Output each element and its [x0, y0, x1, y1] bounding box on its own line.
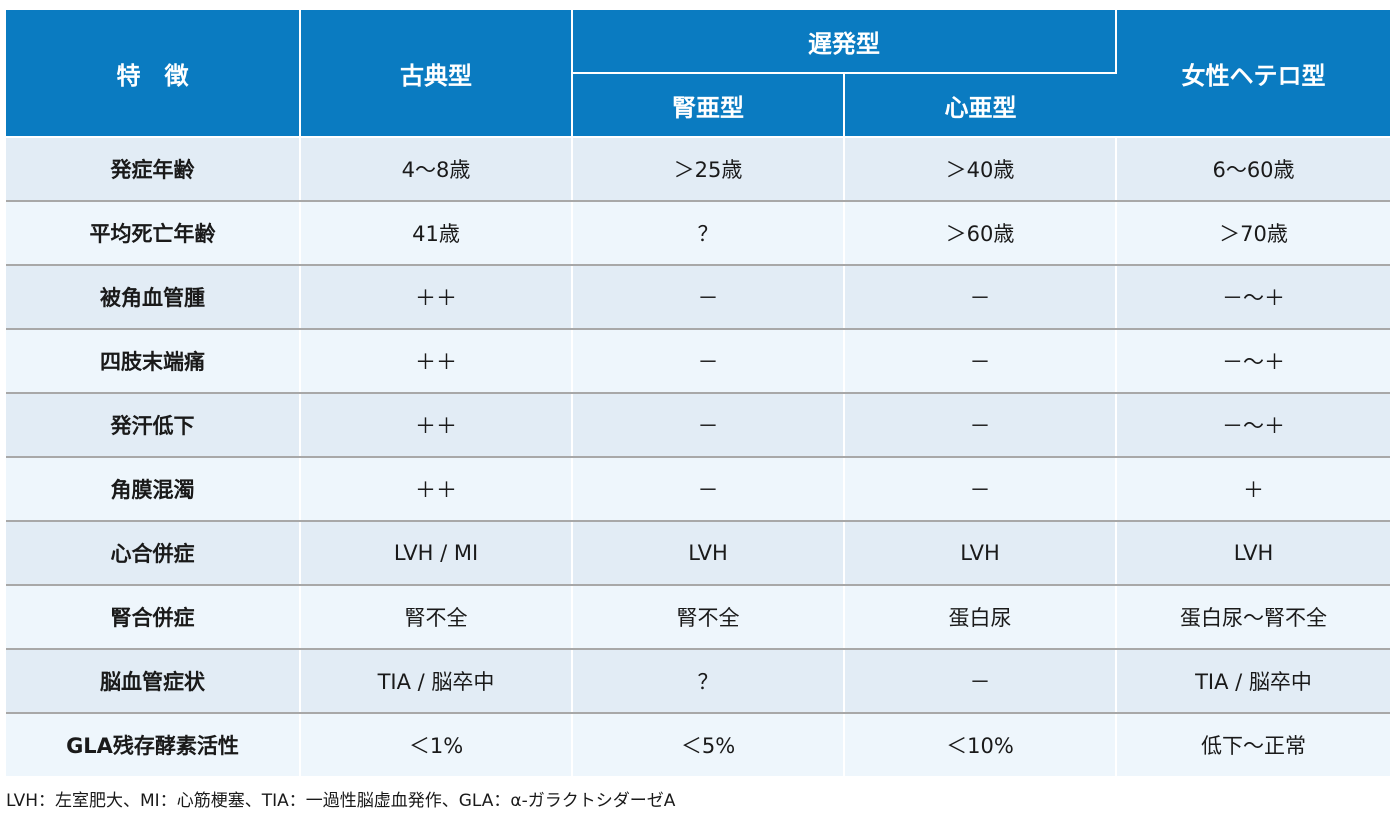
cell-classic: LVH / MI	[300, 521, 573, 586]
cell-classic: 4～8歳	[300, 137, 573, 202]
table-row: 被角血管腫 ＋＋ － － －～＋	[6, 265, 1390, 330]
cell-female: 蛋白尿～腎不全	[1116, 585, 1390, 650]
cell-female: LVH	[1116, 521, 1390, 586]
cell-renal: ？	[572, 201, 845, 266]
cell-cardiac: －	[844, 265, 1117, 330]
cell-classic: ＋＋	[300, 457, 573, 522]
cell-female: －～＋	[1116, 265, 1390, 330]
cell-renal: ？	[572, 649, 845, 714]
cell-cardiac: LVH	[844, 521, 1117, 586]
row-feature: 発汗低下	[6, 393, 301, 458]
row-feature: 脳血管症状	[6, 649, 301, 714]
table-row: 発汗低下 ＋＋ － － －～＋	[6, 393, 1390, 458]
cell-female: －～＋	[1116, 393, 1390, 458]
row-feature: 心合併症	[6, 521, 301, 586]
row-feature: GLA残存酵素活性	[6, 713, 301, 776]
cell-renal: －	[572, 329, 845, 394]
table-body: 発症年齢 4～8歳 ＞25歳 ＞40歳 6～60歳 平均死亡年齢 41歳 ？ ＞…	[6, 137, 1390, 776]
cell-female: ＞70歳	[1116, 201, 1390, 266]
header-classic: 古典型	[300, 10, 573, 138]
cell-renal: ＞25歳	[572, 137, 845, 202]
cell-renal: －	[572, 393, 845, 458]
cell-renal: －	[572, 457, 845, 522]
cell-female: TIA / 脳卒中	[1116, 649, 1390, 714]
cell-female: －～＋	[1116, 329, 1390, 394]
header-female-hetero: 女性ヘテロ型	[1116, 10, 1390, 138]
table-row: 四肢末端痛 ＋＋ － － －～＋	[6, 329, 1390, 394]
table-row: 発症年齢 4～8歳 ＞25歳 ＞40歳 6～60歳	[6, 137, 1390, 202]
row-feature: 平均死亡年齢	[6, 201, 301, 266]
cell-cardiac: －	[844, 329, 1117, 394]
cell-classic: TIA / 脳卒中	[300, 649, 573, 714]
table-header: 特 徴 古典型 遅発型 女性ヘテロ型 腎亜型 心亜型	[6, 10, 1390, 138]
cell-renal: －	[572, 265, 845, 330]
cell-female: 6～60歳	[1116, 137, 1390, 202]
cell-classic: ＜1%	[300, 713, 573, 776]
cell-classic: ＋＋	[300, 393, 573, 458]
table-row: GLA残存酵素活性 ＜1% ＜5% ＜10% 低下～正常	[6, 713, 1390, 776]
cell-renal: LVH	[572, 521, 845, 586]
cell-classic: ＋＋	[300, 265, 573, 330]
row-feature: 腎合併症	[6, 585, 301, 650]
table-row: 腎合併症 腎不全 腎不全 蛋白尿 蛋白尿～腎不全	[6, 585, 1390, 650]
table-row: 角膜混濁 ＋＋ － － ＋	[6, 457, 1390, 522]
table-row: 脳血管症状 TIA / 脳卒中 ？ － TIA / 脳卒中	[6, 649, 1390, 714]
cell-renal: ＜5%	[572, 713, 845, 776]
row-feature: 発症年齢	[6, 137, 301, 202]
cell-classic: ＋＋	[300, 329, 573, 394]
row-feature: 角膜混濁	[6, 457, 301, 522]
cell-cardiac: ＜10%	[844, 713, 1117, 776]
row-feature: 被角血管腫	[6, 265, 301, 330]
cell-cardiac: －	[844, 393, 1117, 458]
cell-cardiac: －	[844, 649, 1117, 714]
abbreviation-footnote: LVH：左室肥大、MI：心筋梗塞、TIA：一過性脳虚血発作、GLA：α-ガラクト…	[6, 791, 676, 811]
cell-cardiac: －	[844, 457, 1117, 522]
cell-classic: 腎不全	[300, 585, 573, 650]
cell-cardiac: ＞60歳	[844, 201, 1117, 266]
header-cardiac-variant: 心亜型	[844, 73, 1116, 138]
header-renal-variant: 腎亜型	[572, 73, 845, 138]
cell-cardiac: ＞40歳	[844, 137, 1117, 202]
table-row: 平均死亡年齢 41歳 ？ ＞60歳 ＞70歳	[6, 201, 1390, 266]
header-late-onset: 遅発型	[572, 10, 1117, 74]
cell-female: ＋	[1116, 457, 1390, 522]
cell-classic: 41歳	[300, 201, 573, 266]
table-row: 心合併症 LVH / MI LVH LVH LVH	[6, 521, 1390, 586]
cell-cardiac: 蛋白尿	[844, 585, 1117, 650]
fabry-classification-table: 特 徴 古典型 遅発型 女性ヘテロ型 腎亜型 心亜型 発症年齢 4～8歳 ＞25…	[6, 10, 1390, 776]
cell-female: 低下～正常	[1116, 713, 1390, 776]
row-feature: 四肢末端痛	[6, 329, 301, 394]
cell-renal: 腎不全	[572, 585, 845, 650]
header-feature: 特 徴	[6, 10, 301, 138]
fabry-classification-table-container: 特 徴 古典型 遅発型 女性ヘテロ型 腎亜型 心亜型 発症年齢 4～8歳 ＞25…	[6, 10, 1390, 776]
